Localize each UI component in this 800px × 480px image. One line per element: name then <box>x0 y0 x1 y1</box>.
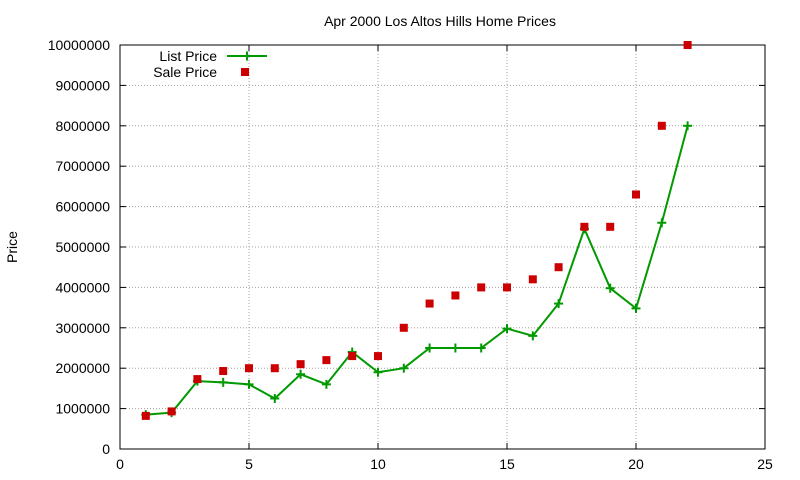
y-tick-label: 6000000 <box>55 199 110 215</box>
list-price-point <box>476 343 486 353</box>
sale-price-point <box>580 222 589 231</box>
legend-plus-marker <box>242 51 252 61</box>
tick-layer: 0 5 10 15 20 25 0 1000000 2000000 3000000 4000000 5… <box>48 37 773 472</box>
list-price-point <box>244 379 254 389</box>
y-tick-label: 9000000 <box>55 77 110 93</box>
y-tick-label: 2000000 <box>55 360 110 376</box>
x-tick-label: 10 <box>370 456 386 472</box>
list-price-point <box>399 363 409 373</box>
y-tick-label: 0 <box>102 441 110 457</box>
list-price-point <box>683 121 693 131</box>
sale-price-point <box>296 360 305 369</box>
sale-price-point <box>141 411 150 420</box>
sale-price-point <box>322 356 331 365</box>
x-tick-label: 20 <box>628 456 644 472</box>
list-price-line <box>145 125 689 416</box>
sale-price-point <box>606 222 615 231</box>
series-layer <box>141 41 693 420</box>
sale-price-point <box>374 352 382 361</box>
x-tick-label: 0 <box>116 456 124 472</box>
legend-label-list-price: List Price <box>159 48 217 64</box>
y-tick-label: 3000000 <box>55 320 110 336</box>
sale-price-point <box>632 190 640 199</box>
sale-price-point <box>245 364 253 373</box>
chart-title: Apr 2000 Los Altos Hills Home Prices <box>324 13 556 29</box>
grid-layer <box>120 45 765 449</box>
list-price-point <box>425 343 435 353</box>
legend-marker-list-price <box>242 51 252 61</box>
list-price-point <box>296 369 306 379</box>
legend-square-marker <box>241 68 249 76</box>
list-price-point <box>450 343 460 353</box>
x-tick-label: 25 <box>757 456 773 472</box>
legend-marker-sale-price <box>241 68 249 76</box>
sale-price-point <box>399 323 408 332</box>
list-price-point <box>605 283 615 293</box>
y-tick-label: 10000000 <box>48 37 111 53</box>
list-price-point <box>321 379 331 389</box>
sale-price-point <box>477 283 486 292</box>
y-tick-label: 4000000 <box>55 279 110 295</box>
sale-price-point <box>270 364 279 373</box>
list-price-point <box>373 367 383 377</box>
sale-price-point <box>683 41 692 49</box>
y-tick-label: 5000000 <box>55 239 110 255</box>
sale-price-point <box>193 375 202 384</box>
sale-price-point <box>219 367 228 376</box>
list-price-point <box>631 303 641 313</box>
y-tick-label: 8000000 <box>55 118 110 134</box>
list-price-point <box>528 331 538 341</box>
sale-price-point <box>451 291 460 300</box>
legend: List Price Sale Price <box>153 48 267 80</box>
y-tick-label: 1000000 <box>55 401 110 417</box>
legend-label-sale-price: Sale Price <box>153 64 217 80</box>
list-price-point <box>218 377 228 387</box>
sale-price-point <box>503 283 511 292</box>
sale-price-point <box>657 121 666 130</box>
list-price-point <box>270 394 280 403</box>
sale-price-point <box>425 299 434 308</box>
y-axis-label: Price <box>4 231 20 263</box>
sale-price-point <box>554 263 563 272</box>
sale-price-point <box>348 352 357 361</box>
sale-price-point <box>528 275 537 284</box>
list-price-point <box>554 299 564 309</box>
list-price-point <box>657 218 667 228</box>
x-tick-label: 5 <box>245 456 253 472</box>
x-tick-label: 15 <box>499 456 515 472</box>
list-price-point <box>502 324 512 334</box>
y-tick-label: 7000000 <box>55 158 110 174</box>
sale-price-point <box>167 407 176 416</box>
